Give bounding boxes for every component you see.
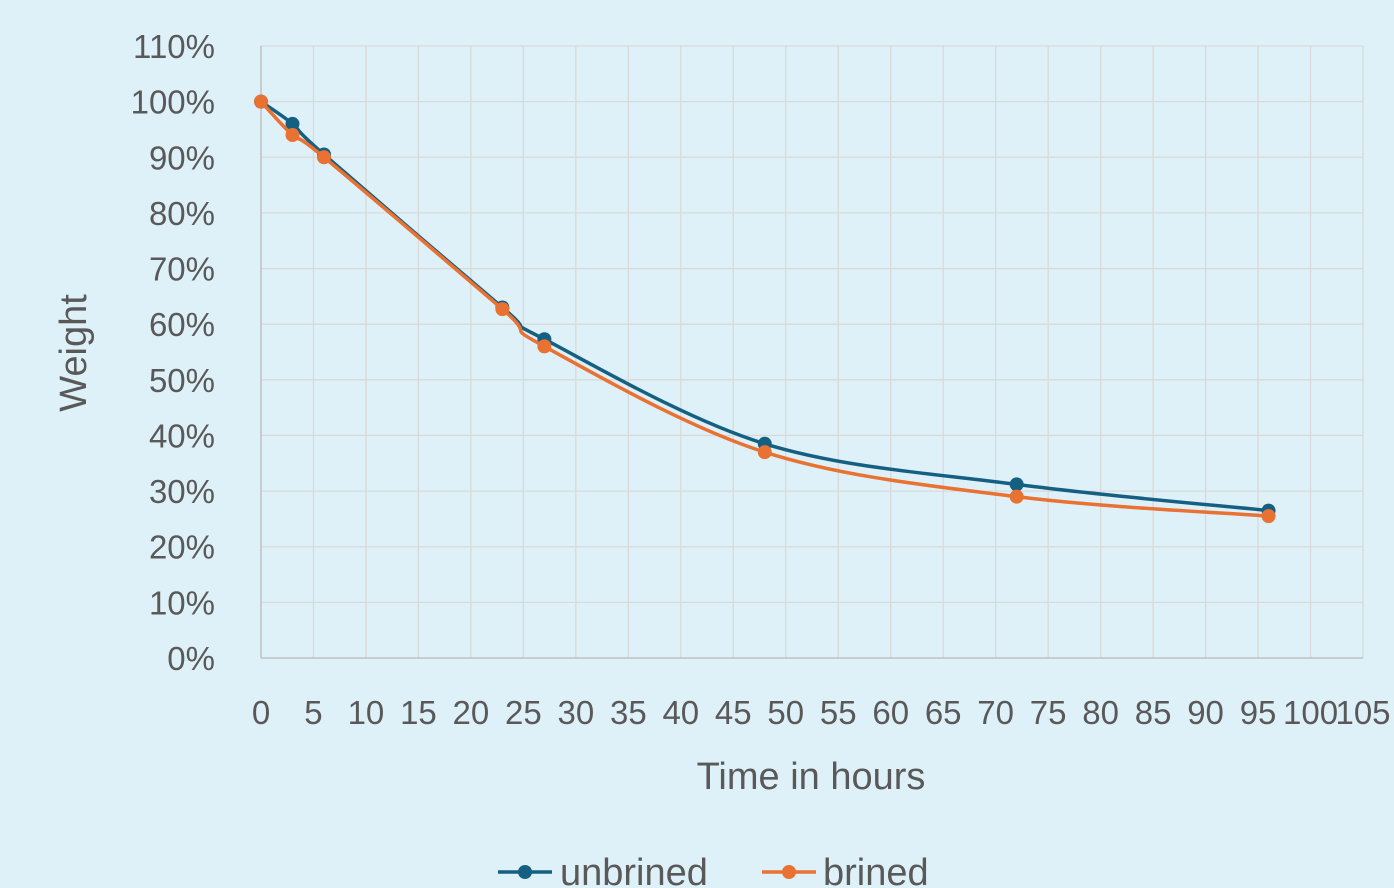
x-tick-label: 65 xyxy=(925,694,962,731)
data-point-brined xyxy=(495,302,510,317)
data-point-brined xyxy=(254,94,268,109)
x-tick-label: 40 xyxy=(662,694,699,731)
x-tick-label: 95 xyxy=(1240,694,1277,731)
x-tick-label: 20 xyxy=(453,694,490,731)
x-tick-label: 35 xyxy=(610,694,647,731)
y-tick-label: 40% xyxy=(149,417,215,454)
legend-marker xyxy=(518,865,532,879)
x-tick-label: 25 xyxy=(505,694,542,731)
chart-axes xyxy=(260,46,1363,659)
y-tick-label: 60% xyxy=(149,306,215,343)
x-tick-label: 45 xyxy=(715,694,752,731)
x-tick-label: 80 xyxy=(1082,694,1119,731)
x-tick-label: 30 xyxy=(557,694,594,731)
x-tick-label: 90 xyxy=(1187,694,1224,731)
data-point-brined xyxy=(285,128,300,143)
x-axis-title: Time in hours xyxy=(697,756,926,798)
x-tick-label: 85 xyxy=(1135,694,1172,731)
chart-gridlines xyxy=(261,45,1364,658)
x-tick-label: 55 xyxy=(820,694,857,731)
legend-label: unbrined xyxy=(560,852,708,888)
x-tick-label: 15 xyxy=(400,694,437,731)
data-point-brined xyxy=(757,445,772,460)
legend-item-brined: brined xyxy=(762,852,929,888)
x-tick-label: 100 xyxy=(1283,694,1338,731)
y-tick-label: 50% xyxy=(149,362,215,399)
y-tick-label: 90% xyxy=(149,139,215,176)
y-tick-label: 110% xyxy=(133,28,215,65)
legend-marker xyxy=(782,865,796,879)
y-tick-label: 20% xyxy=(149,529,215,566)
x-tick-label: 60 xyxy=(872,694,909,731)
x-tick-label: 0 xyxy=(252,694,270,731)
x-tick-label: 5 xyxy=(304,694,322,731)
x-tick-label: 75 xyxy=(1030,694,1067,731)
legend-label: brined xyxy=(823,852,929,888)
data-point-unbrined xyxy=(285,116,300,131)
y-tick-label: 80% xyxy=(149,195,215,232)
chart-legend: unbrined brined xyxy=(498,852,929,888)
y-axis-tick-labels: 0% 10% 20% 30% 40% 50% 60% 70% 80% 90% 100% 110% xyxy=(131,28,215,677)
x-tick-label: 105 xyxy=(1335,694,1390,731)
data-point-brined xyxy=(1261,509,1276,524)
data-point-brined xyxy=(316,150,331,165)
y-axis-title: Weight xyxy=(53,294,95,412)
data-point-unbrined xyxy=(1009,477,1024,492)
y-tick-label: 10% xyxy=(149,584,215,621)
x-axis-tick-labels: 0 5 10 15 20 25 30 35 40 45 50 55 60 65 70 75 80 85 90 95 10… xyxy=(252,694,1391,731)
y-tick-label: 100% xyxy=(131,84,215,121)
x-tick-label: 70 xyxy=(977,694,1014,731)
data-point-brined xyxy=(537,339,552,354)
y-tick-label: 70% xyxy=(149,251,215,288)
data-point-brined xyxy=(1009,489,1024,504)
x-tick-label: 50 xyxy=(767,694,804,731)
x-tick-label: 10 xyxy=(348,694,385,731)
y-tick-label: 0% xyxy=(167,640,215,677)
y-tick-label: 30% xyxy=(149,473,215,510)
plot-series xyxy=(254,94,1276,524)
legend-item-unbrined: unbrined xyxy=(498,852,708,888)
